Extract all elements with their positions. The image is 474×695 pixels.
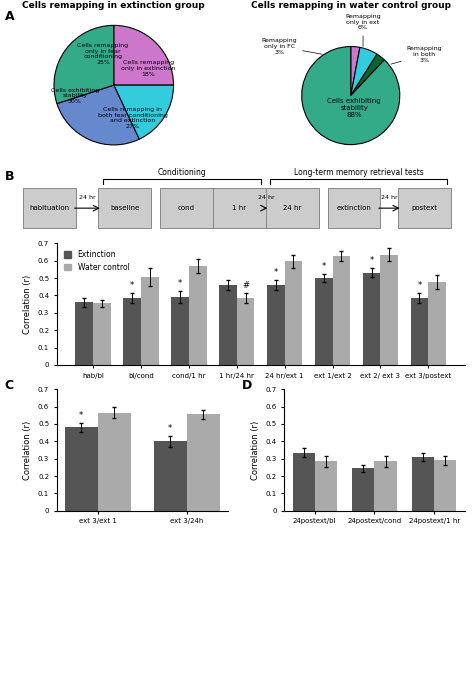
FancyBboxPatch shape bbox=[266, 188, 319, 228]
FancyBboxPatch shape bbox=[213, 188, 266, 228]
Wedge shape bbox=[57, 85, 139, 145]
FancyBboxPatch shape bbox=[98, 188, 151, 228]
Bar bbox=[285, 261, 302, 365]
Text: Cells remapping
only in extinction
18%: Cells remapping only in extinction 18% bbox=[121, 60, 176, 76]
Text: *: * bbox=[417, 281, 421, 290]
Text: extinction: extinction bbox=[337, 205, 372, 211]
Bar bbox=[219, 285, 237, 365]
Bar bbox=[75, 302, 93, 365]
Wedge shape bbox=[351, 47, 360, 95]
Text: Conditioning: Conditioning bbox=[158, 168, 207, 177]
Y-axis label: Correlation (r): Correlation (r) bbox=[23, 420, 32, 480]
Bar bbox=[98, 413, 131, 511]
Text: 24 hr: 24 hr bbox=[283, 205, 301, 211]
Text: *: * bbox=[168, 424, 173, 433]
Wedge shape bbox=[114, 26, 173, 85]
Title: Cells remapping in water control group: Cells remapping in water control group bbox=[251, 1, 451, 10]
Text: Cells remapping in
both fear conditioning
and extinction
27%: Cells remapping in both fear conditionin… bbox=[98, 107, 168, 129]
Wedge shape bbox=[302, 47, 400, 145]
Bar bbox=[428, 282, 446, 365]
Text: cond: cond bbox=[178, 205, 195, 211]
Text: *: * bbox=[178, 279, 182, 288]
Text: *: * bbox=[273, 268, 278, 277]
Bar bbox=[93, 303, 111, 365]
Bar bbox=[363, 273, 381, 365]
Bar bbox=[267, 285, 285, 365]
Text: 24 hr: 24 hr bbox=[381, 195, 398, 200]
Bar bbox=[171, 297, 189, 365]
Text: *: * bbox=[130, 281, 134, 290]
Text: 1 hr: 1 hr bbox=[232, 205, 246, 211]
Legend: Extinction, Water control: Extinction, Water control bbox=[61, 247, 132, 275]
Bar bbox=[434, 460, 456, 511]
Text: D: D bbox=[242, 379, 252, 392]
Title: Cells remapping in extinction group: Cells remapping in extinction group bbox=[22, 1, 205, 10]
Text: *: * bbox=[369, 256, 374, 265]
Text: Remapping
only in ext
6%: Remapping only in ext 6% bbox=[345, 14, 381, 47]
Bar bbox=[292, 452, 315, 511]
Text: 24 hr: 24 hr bbox=[257, 195, 274, 200]
Bar bbox=[315, 461, 337, 511]
Text: Cells remapping
only in fear
conditioning
25%: Cells remapping only in fear conditionin… bbox=[77, 43, 128, 65]
FancyBboxPatch shape bbox=[23, 188, 76, 228]
Text: A: A bbox=[5, 10, 14, 24]
Bar bbox=[187, 414, 220, 511]
Wedge shape bbox=[114, 85, 173, 139]
FancyBboxPatch shape bbox=[328, 188, 381, 228]
Text: postext: postext bbox=[411, 205, 438, 211]
Text: Cells exhibiting
stability
88%: Cells exhibiting stability 88% bbox=[328, 98, 381, 118]
Bar bbox=[141, 277, 159, 365]
Y-axis label: Correlation (r): Correlation (r) bbox=[23, 275, 32, 334]
Bar bbox=[315, 278, 333, 365]
Text: Remapping
only in FC
3%: Remapping only in FC 3% bbox=[262, 38, 322, 55]
Wedge shape bbox=[54, 26, 114, 104]
FancyBboxPatch shape bbox=[398, 188, 451, 228]
Bar bbox=[237, 298, 255, 365]
Bar bbox=[154, 441, 187, 511]
Bar bbox=[333, 256, 350, 365]
Text: Remapping
in both
3%: Remapping in both 3% bbox=[391, 47, 442, 64]
Text: habituation: habituation bbox=[30, 205, 70, 211]
Wedge shape bbox=[351, 54, 384, 95]
Wedge shape bbox=[351, 47, 377, 95]
Text: Cells exhibiting
stability
30%: Cells exhibiting stability 30% bbox=[51, 88, 99, 104]
Text: *: * bbox=[79, 411, 83, 420]
Text: *: * bbox=[321, 261, 326, 270]
Bar bbox=[64, 427, 98, 511]
Bar bbox=[381, 254, 398, 365]
Text: baseline: baseline bbox=[110, 205, 139, 211]
Text: 24 hr: 24 hr bbox=[79, 195, 96, 200]
Text: B: B bbox=[5, 170, 14, 183]
Y-axis label: Correlation (r): Correlation (r) bbox=[251, 420, 260, 480]
Bar bbox=[352, 468, 374, 511]
Bar bbox=[123, 298, 141, 365]
Bar bbox=[410, 298, 428, 365]
Bar bbox=[189, 266, 207, 365]
Bar bbox=[374, 461, 397, 511]
FancyBboxPatch shape bbox=[160, 188, 213, 228]
Text: #: # bbox=[242, 281, 249, 291]
Bar bbox=[412, 457, 434, 511]
Text: Long-term memory retrieval tests: Long-term memory retrieval tests bbox=[293, 168, 423, 177]
Text: C: C bbox=[5, 379, 14, 392]
